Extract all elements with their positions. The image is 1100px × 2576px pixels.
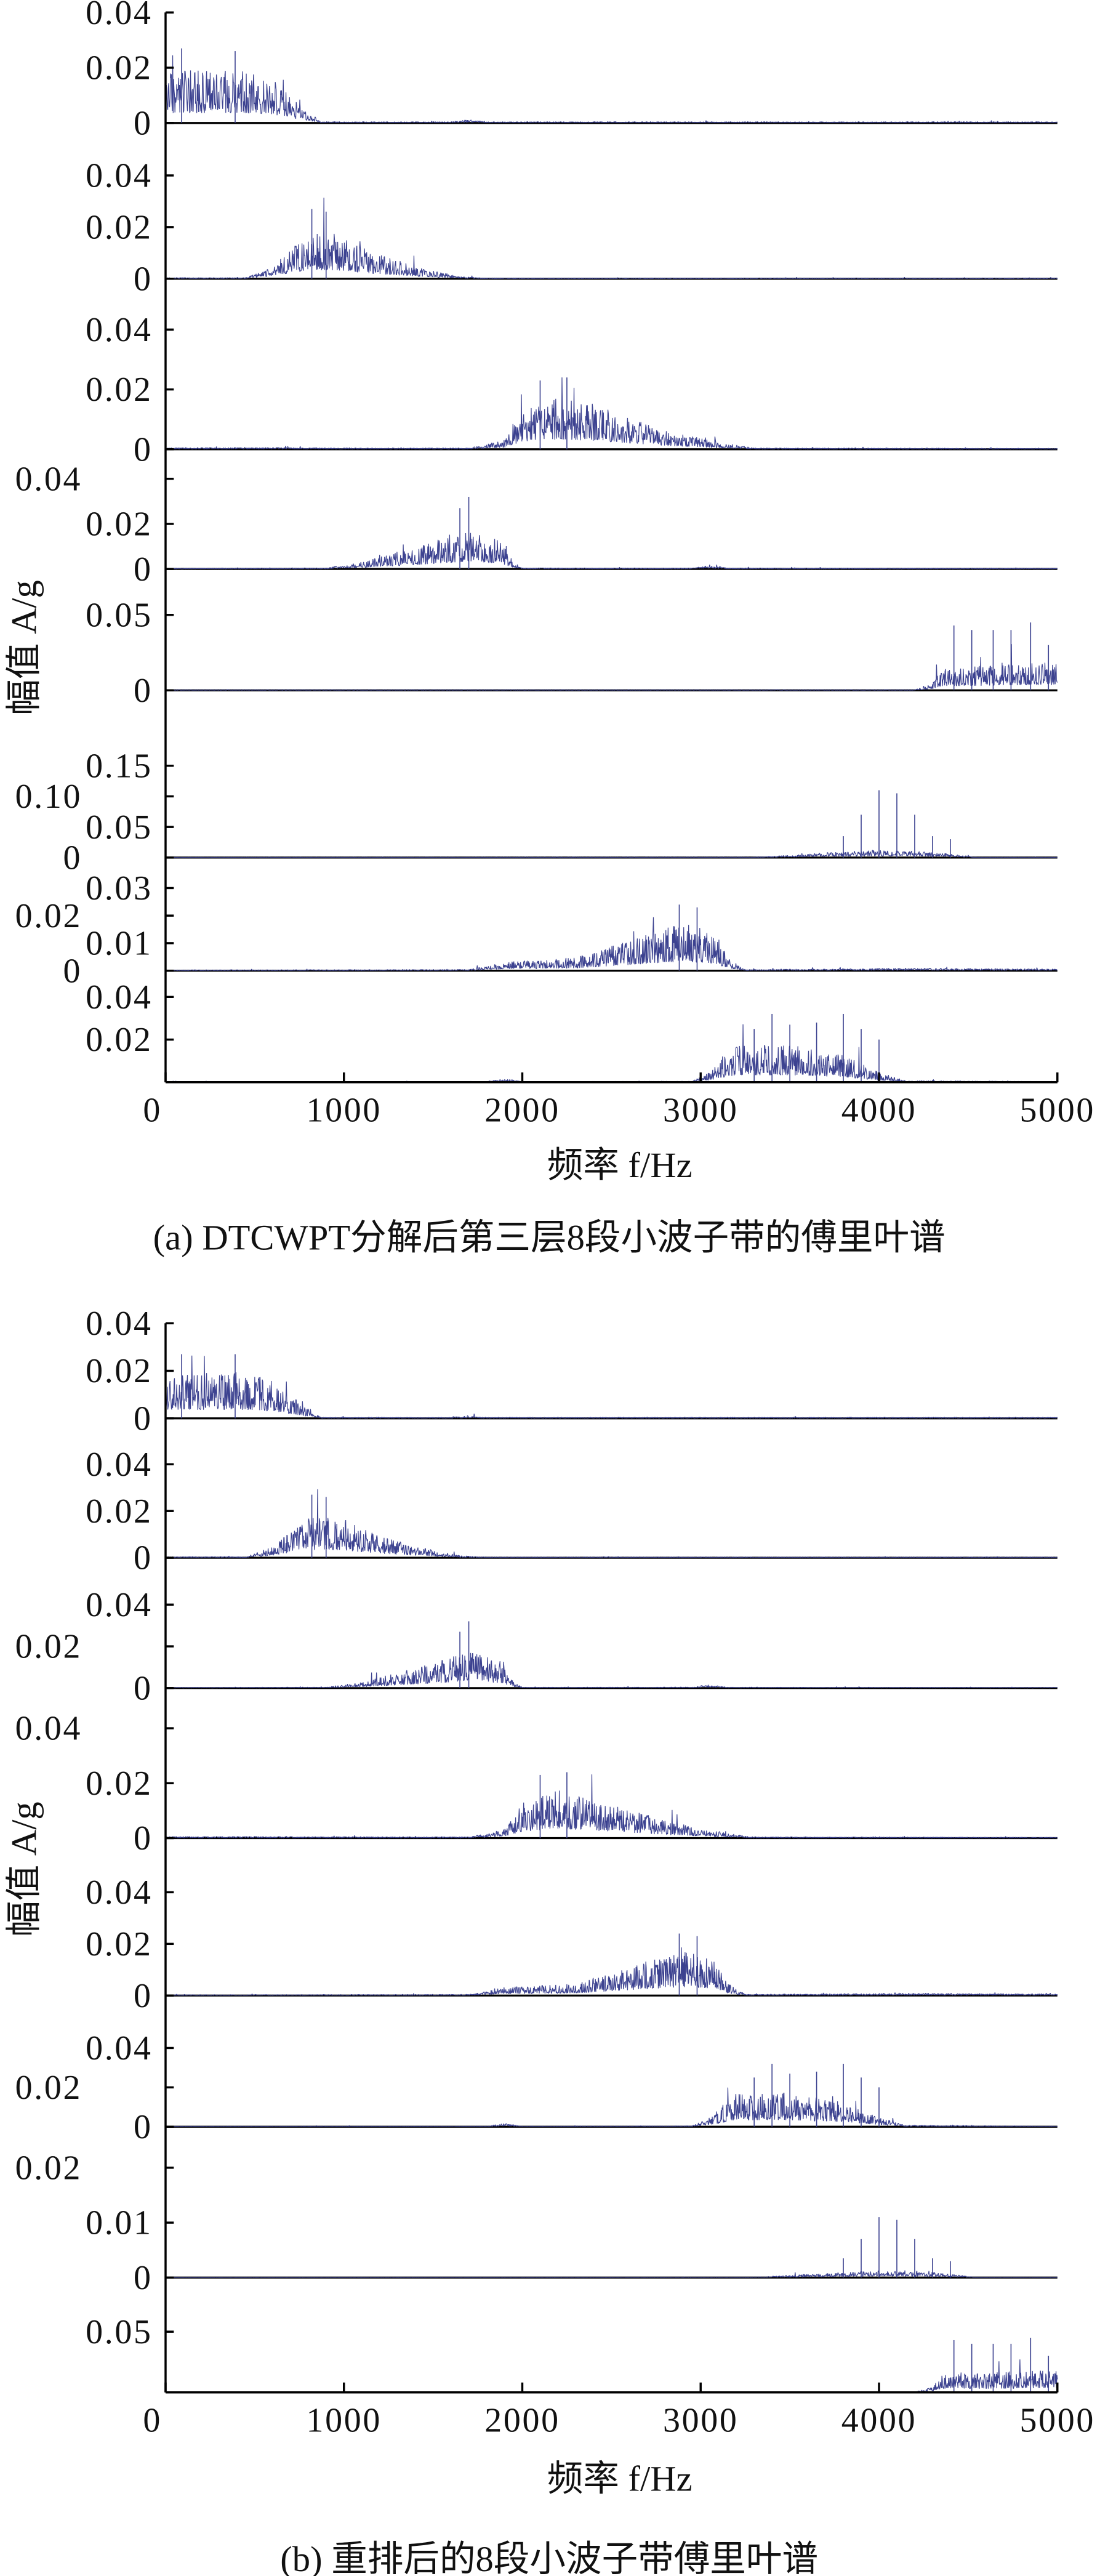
y-tick-label: 0.02 bbox=[86, 1352, 152, 1390]
y-tick-label: 0.04 bbox=[86, 0, 152, 32]
spectrum-trace bbox=[165, 1774, 1058, 1838]
x-tick-label: 1000 bbox=[307, 1092, 382, 1130]
y-tick-label: 0.02 bbox=[15, 897, 82, 935]
y-tick-label: 0.04 bbox=[15, 460, 82, 498]
y-axis-label: 幅值 A/g bbox=[4, 1801, 44, 1937]
y-tick-label: 0 bbox=[134, 672, 153, 710]
y-tick-label: 0.04 bbox=[86, 311, 152, 349]
spectrum-trace bbox=[165, 533, 1058, 570]
y-tick-label: 0.02 bbox=[15, 2069, 82, 2107]
x-tick-label: 5000 bbox=[1020, 1092, 1095, 1130]
x-tick-label: 1000 bbox=[307, 2402, 382, 2440]
y-tick-label: 0.02 bbox=[86, 1021, 152, 1059]
spectrum-trace bbox=[165, 2359, 1058, 2393]
y-tick-label: 0 bbox=[134, 2108, 153, 2146]
spectrum-trace bbox=[165, 1489, 1058, 1558]
y-tick-label: 0.05 bbox=[86, 2313, 152, 2351]
x-tick-label: 4000 bbox=[841, 1092, 917, 1130]
spectrum-trace bbox=[165, 1947, 1058, 1996]
x-tick-label: 0 bbox=[143, 1092, 162, 1130]
x-tick-label: 3000 bbox=[663, 1092, 738, 1130]
subplot-2: 0.04 0.02 0 bbox=[86, 1446, 1058, 1577]
subplot-2: 0.04 0.02 0 bbox=[86, 157, 1058, 298]
spectrum-trace bbox=[165, 55, 1058, 123]
spectrum-trace bbox=[165, 1355, 1058, 1419]
y-tick-label: 0 bbox=[134, 1399, 153, 1438]
y-tick-label: 0 bbox=[134, 1819, 153, 1858]
subplot-8: 0.05 bbox=[86, 2313, 1058, 2394]
y-tick-label: 0 bbox=[134, 104, 153, 142]
x-tick-label: 5000 bbox=[1020, 2402, 1095, 2440]
spectrum-trace bbox=[165, 2270, 1058, 2278]
y-tick-label: 0 bbox=[63, 839, 82, 877]
figure-b: 0.040.0200.040.0200.040.0200.040.0200.04… bbox=[4, 1305, 1095, 2576]
subplot-7: 0.020.01 0 bbox=[15, 2149, 1058, 2297]
subplot-1: 0.04 0.02 0 bbox=[86, 0, 1058, 142]
subplot-4: 0.040.02 0 bbox=[15, 1710, 1058, 1858]
x-tick-label: 3000 bbox=[663, 2402, 738, 2440]
spectrum-trace bbox=[165, 2087, 1058, 2127]
y-tick-label: 0 bbox=[63, 952, 82, 990]
y-tick-label: 0.02 bbox=[86, 1492, 152, 1531]
spectrum-trace bbox=[165, 644, 1058, 691]
y-tick-label: 0.02 bbox=[86, 209, 152, 247]
subplot-6: 0.040.02 0 bbox=[15, 2029, 1058, 2146]
y-tick-label: 0.04 bbox=[86, 1586, 152, 1624]
y-tick-label: 0 bbox=[134, 260, 153, 298]
y-tick-label: 0.02 bbox=[86, 1925, 152, 1963]
spectrum-trace bbox=[165, 1652, 1058, 1689]
y-tick-label: 0.04 bbox=[86, 1305, 152, 1343]
x-tick-label: 4000 bbox=[841, 2402, 917, 2440]
y-tick-label: 0.04 bbox=[86, 157, 152, 195]
subplot-3: 0.040.02 0 bbox=[15, 1586, 1058, 1707]
spectrum-trace bbox=[165, 1024, 1058, 1083]
subplot-1: 0.04 0.02 0 bbox=[86, 1305, 1058, 1438]
y-tick-label: 0.02 bbox=[15, 2149, 82, 2187]
spectrum-trace bbox=[165, 377, 1058, 450]
y-tick-label: 0.05 bbox=[86, 596, 152, 634]
figure-a: 0.040.0200.040.0200.040.0200.040.0200.05… bbox=[4, 0, 1095, 1257]
y-tick-label: 0 bbox=[134, 1539, 153, 1577]
figure-caption: (a) DTCWPT分解后第三层8段小波子带的傅里叶谱 bbox=[153, 1217, 945, 1257]
x-tick-label: 2000 bbox=[484, 2402, 560, 2440]
y-tick-label: 0.15 bbox=[86, 747, 152, 785]
y-tick-label: 0 bbox=[134, 430, 153, 469]
y-tick-label: 0.10 bbox=[15, 778, 82, 816]
spectrum-trace bbox=[165, 850, 1058, 858]
y-tick-label: 0.02 bbox=[86, 505, 152, 544]
y-tick-label: 0.04 bbox=[86, 2029, 152, 2067]
x-tick-label: 0 bbox=[143, 2402, 162, 2440]
y-tick-label: 0.04 bbox=[86, 1874, 152, 1912]
subplot-4: 0.040.02 0 bbox=[15, 460, 1058, 589]
y-tick-label: 0 bbox=[134, 550, 153, 589]
spectrum-trace bbox=[165, 917, 1058, 971]
y-axis-label: 幅值 A/g bbox=[4, 580, 44, 715]
y-tick-label: 0.02 bbox=[86, 1765, 152, 1803]
x-axis-label: 频率 f/Hz bbox=[547, 2459, 693, 2499]
subplot-5: 0.05 0 bbox=[86, 596, 1058, 710]
y-tick-label: 0.05 bbox=[86, 808, 152, 847]
y-tick-label: 0.02 bbox=[86, 49, 152, 87]
subplot-3: 0.04 0.02 0 bbox=[86, 311, 1058, 469]
y-tick-label: 0.01 bbox=[86, 925, 152, 963]
y-tick-label: 0 bbox=[134, 1669, 153, 1707]
subplot-6: 0.150.100.050 bbox=[15, 747, 1058, 877]
spectrum-trace bbox=[165, 198, 1058, 280]
subplot-7: 0.030.020.010 bbox=[15, 869, 1058, 990]
y-tick-label: 0.04 bbox=[15, 1710, 82, 1748]
x-tick-label: 2000 bbox=[484, 1092, 560, 1130]
y-tick-label: 0.02 bbox=[86, 371, 152, 409]
y-tick-label: 0.02 bbox=[15, 1628, 82, 1666]
y-tick-label: 0 bbox=[134, 1977, 153, 2015]
y-tick-label: 0.04 bbox=[86, 978, 152, 1016]
subplot-5: 0.04 0.02 0 bbox=[86, 1874, 1058, 2015]
x-axis-label: 频率 f/Hz bbox=[547, 1145, 693, 1185]
y-tick-label: 0 bbox=[134, 2259, 153, 2297]
y-tick-label: 0.03 bbox=[86, 869, 152, 908]
y-tick-label: 0.04 bbox=[86, 1446, 152, 1484]
figure-caption: (b) 重排后的8段小波子带傅里叶谱 bbox=[280, 2539, 818, 2576]
y-tick-label: 0.01 bbox=[86, 2204, 152, 2242]
subplot-8: 0.04 0.02 bbox=[86, 978, 1058, 1084]
